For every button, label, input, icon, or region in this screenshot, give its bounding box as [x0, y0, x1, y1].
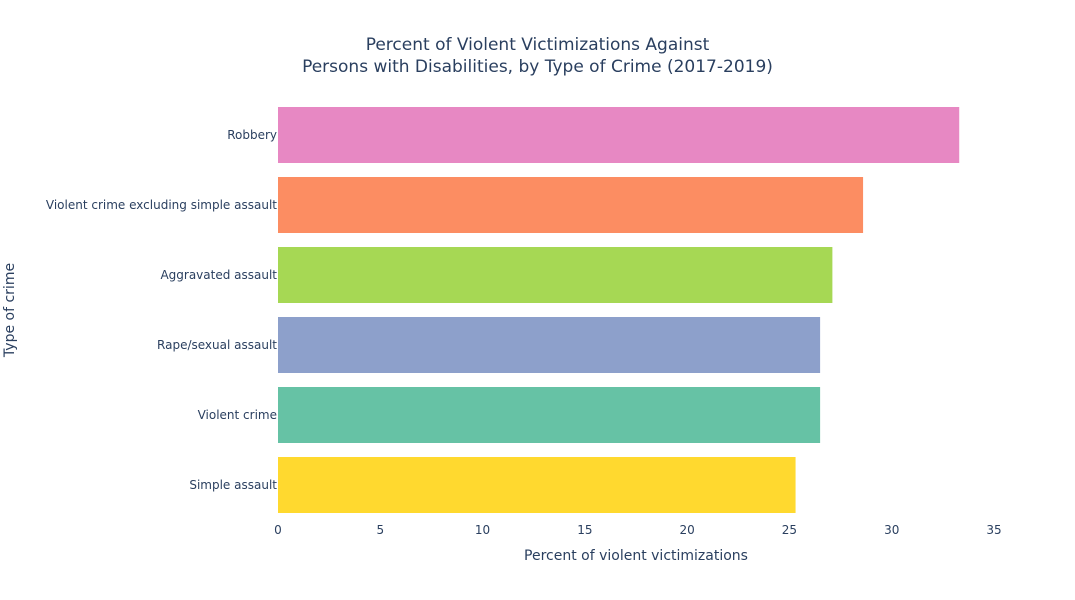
y-tick-label: Simple assault	[189, 478, 277, 492]
x-tick-label: 35	[986, 523, 1001, 537]
y-tick-label: Rape/sexual assault	[157, 338, 277, 352]
y-tick-label: Robbery	[227, 128, 277, 142]
x-tick-label: 15	[577, 523, 592, 537]
bars-layer	[278, 107, 960, 513]
chart-title-line-1: Percent of Violent Victimizations Agains…	[365, 35, 710, 55]
y-tick-label: Aggravated assault	[160, 268, 277, 282]
x-tick-label: 10	[475, 523, 490, 537]
bar-simple-assault	[278, 457, 796, 513]
x-tick-label: 0	[274, 523, 282, 537]
chart-title-line-2: Persons with Disabilities, by Type of Cr…	[302, 57, 773, 77]
bar-violent-crime-excluding-simple-assault	[278, 177, 864, 233]
bar-aggravated-assault	[278, 247, 833, 303]
bar-rape-sexual-assault	[278, 317, 821, 373]
bar-robbery	[278, 107, 960, 163]
x-axis-title: Percent of violent victimizations	[524, 548, 748, 564]
x-tick-label: 25	[782, 523, 797, 537]
bar-violent-crime	[278, 387, 821, 443]
y-tick-label: Violent crime excluding simple assault	[46, 198, 277, 212]
x-tick-label: 20	[680, 523, 695, 537]
y-tick-label: Violent crime	[198, 408, 277, 422]
x-tick-label: 30	[884, 523, 899, 537]
x-tick-label: 5	[376, 523, 384, 537]
y-axis-title: Type of crime	[2, 263, 18, 358]
x-tick-labels: 0 5 10 15 20 25 30 35	[274, 523, 1001, 537]
y-tick-labels: Robbery Violent crime excluding simple as…	[46, 128, 277, 492]
